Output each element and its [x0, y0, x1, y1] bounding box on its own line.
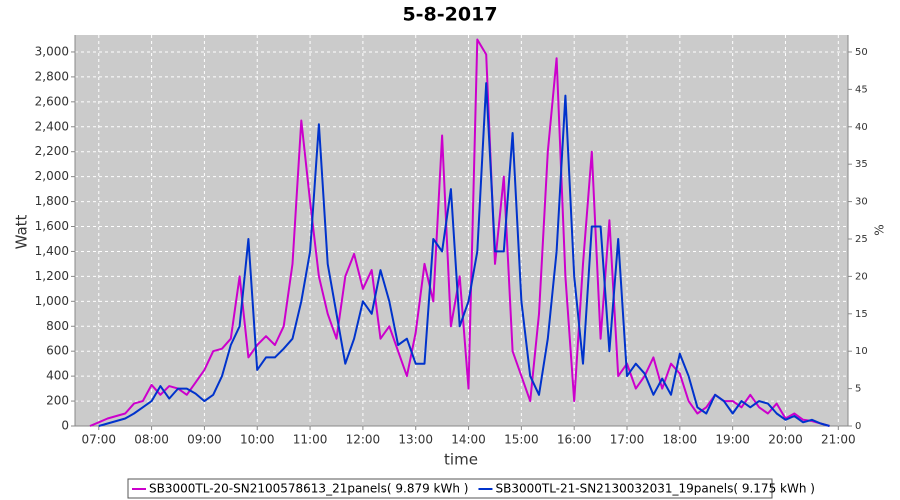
- y-tick-label: 2,000: [35, 169, 69, 183]
- x-tick-label: 18:00: [663, 433, 698, 447]
- plot-area: [75, 35, 848, 426]
- y-tick-label: 1,400: [35, 244, 69, 258]
- y2-tick-label: 5: [855, 384, 861, 395]
- y2-tick-label: 10: [855, 346, 868, 357]
- y2-tick-label: 25: [855, 234, 868, 245]
- x-tick-label: 13:00: [398, 433, 433, 447]
- y2-tick-label: 50: [855, 47, 868, 58]
- x-tick-label: 15:00: [504, 433, 539, 447]
- y-tick-label: 600: [46, 344, 69, 358]
- x-tick-label: 19:00: [715, 433, 750, 447]
- series-line: [98, 82, 830, 427]
- y-tick-label: 2,200: [35, 144, 69, 158]
- x-tick-label: 16:00: [557, 433, 592, 447]
- x-tick-label: 10:00: [240, 433, 275, 447]
- x-axis-label: time: [444, 451, 478, 469]
- x-tick-label: 17:00: [610, 433, 645, 447]
- y-tick-label: 2,400: [35, 119, 69, 133]
- y-tick-label: 200: [46, 394, 69, 408]
- y2-tick-label: 20: [855, 271, 868, 282]
- y2-tick-label: 15: [855, 309, 868, 320]
- y-tick-label: 1,000: [35, 294, 69, 308]
- x-tick-label: 07:00: [81, 433, 116, 447]
- y-tick-label: 1,200: [35, 269, 69, 283]
- x-tick-label: 11:00: [293, 433, 328, 447]
- y-tick-label: 400: [46, 369, 69, 383]
- series-line: [89, 38, 830, 427]
- y-tick-label: 800: [46, 319, 69, 333]
- legend: [127, 478, 773, 499]
- x-tick-label: 08:00: [134, 433, 169, 447]
- y-tick-label: 1,800: [35, 194, 69, 208]
- y-tick-label: 2,800: [35, 69, 69, 83]
- y2-axis-label: %: [873, 224, 887, 235]
- x-tick-label: 12:00: [346, 433, 381, 447]
- y2-tick-label: 45: [855, 84, 868, 95]
- x-tick-label: 21:00: [821, 433, 856, 447]
- y-tick-label: 2,600: [35, 94, 69, 108]
- y2-tick-label: 30: [855, 197, 868, 208]
- chart-title: 5-8-2017: [402, 4, 497, 26]
- x-tick-label: 09:00: [187, 433, 222, 447]
- x-tick-label: 14:00: [451, 433, 486, 447]
- y-tick-label: 0: [61, 419, 69, 433]
- y2-tick-label: 35: [855, 159, 868, 170]
- y-tick-label: 1,600: [35, 219, 69, 233]
- legend-label: SB3000TL-21-SN2130032031_19panels( 9.175…: [495, 482, 814, 496]
- y2-tick-label: 0: [855, 421, 861, 432]
- legend-label: SB3000TL-20-SN2100578613_21panels( 9.879…: [149, 482, 468, 496]
- y-axis-label: Watt: [13, 214, 31, 249]
- x-tick-label: 20:00: [768, 433, 803, 447]
- y-tick-label: 3,000: [35, 44, 69, 58]
- y2-tick-label: 40: [855, 122, 868, 133]
